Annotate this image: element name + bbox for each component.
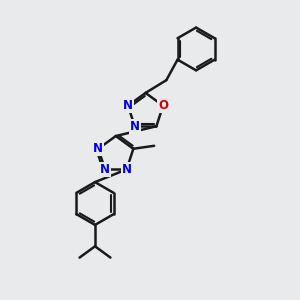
Text: N: N	[123, 99, 133, 112]
Text: N: N	[122, 163, 132, 176]
Text: N: N	[100, 163, 110, 176]
Text: N: N	[130, 120, 140, 133]
Text: N: N	[93, 142, 103, 155]
Text: O: O	[158, 99, 168, 112]
